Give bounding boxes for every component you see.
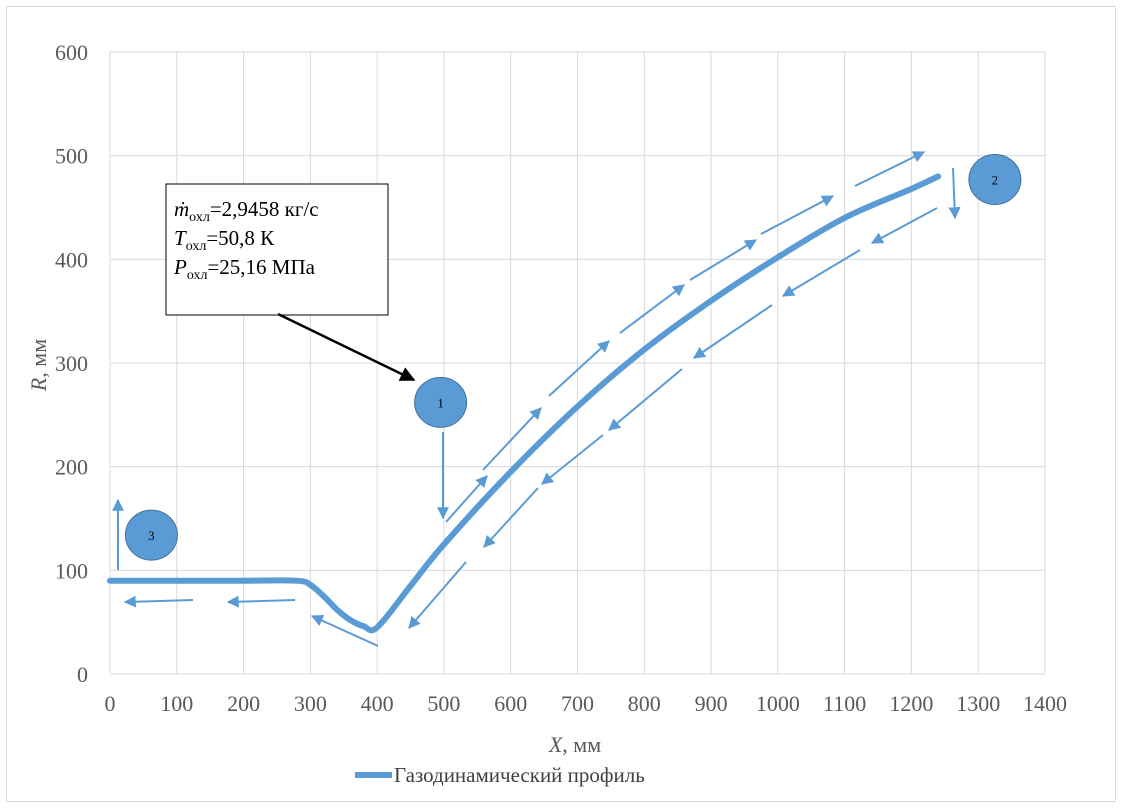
y-tick-label: 0 <box>77 662 88 687</box>
marker-circle-1 <box>414 376 468 428</box>
series-line-gasdynamic-profile <box>107 173 942 634</box>
y-tick-label: 400 <box>55 247 88 272</box>
marker-circle-3 <box>124 509 178 561</box>
x-tick-label: 1100 <box>823 691 866 716</box>
x-tick-label: 500 <box>427 691 460 716</box>
marker-label-2: 2 <box>992 173 999 188</box>
x-tick-label: 100 <box>160 691 193 716</box>
x-tick-label: 600 <box>494 691 527 716</box>
x-tick-label: 1400 <box>1023 691 1067 716</box>
y-tick-label: 600 <box>55 40 88 65</box>
x-tick-label: 900 <box>695 691 728 716</box>
y-tick-label: 100 <box>55 558 88 583</box>
y-axis-label: R, мм <box>26 339 51 392</box>
numbered-markers: 1 2 3 <box>124 154 1022 561</box>
x-tick-labels: 0 100 200 300 400 500 600 700 800 900 1000 1100 1200… <box>105 691 1068 716</box>
marker-label-3: 3 <box>148 528 155 543</box>
annotation-line-3: Pохл=25,16 МПа <box>173 255 316 283</box>
annotation-pointer-arrow <box>277 312 416 382</box>
x-tick-label: 1000 <box>756 691 800 716</box>
x-tick-label: 700 <box>561 691 594 716</box>
marker-label-1: 1 <box>437 395 444 410</box>
y-tick-labels: 0 100 200 300 400 500 600 <box>55 40 88 687</box>
x-tick-label: 400 <box>361 691 394 716</box>
y-tick-label: 300 <box>55 351 88 376</box>
flow-arrows <box>112 151 961 647</box>
x-tick-label: 1200 <box>889 691 933 716</box>
grid-lines <box>109 51 1046 675</box>
x-axis-label: X, мм <box>548 732 601 757</box>
x-tick-label: 200 <box>227 691 260 716</box>
y-tick-label: 500 <box>55 144 88 169</box>
x-tick-label: 0 <box>105 691 116 716</box>
chart-frame <box>6 6 1116 802</box>
legend: Газодинамический профиль <box>355 763 645 787</box>
x-tick-label: 1300 <box>956 691 1000 716</box>
x-tick-label: 300 <box>294 691 327 716</box>
annotation-line-2: Tохл=50,8 К <box>174 226 275 254</box>
legend-label: Газодинамический профиль <box>394 763 645 787</box>
marker-circle-2 <box>968 154 1022 206</box>
y-tick-label: 200 <box>55 455 88 480</box>
x-tick-label: 800 <box>628 691 661 716</box>
annotation-box: ṁохл=2,9458 кг/с Tохл=50,8 К Pохл=25,16 … <box>165 183 389 316</box>
annotation-line-1: ṁохл=2,9458 кг/с <box>174 197 319 225</box>
